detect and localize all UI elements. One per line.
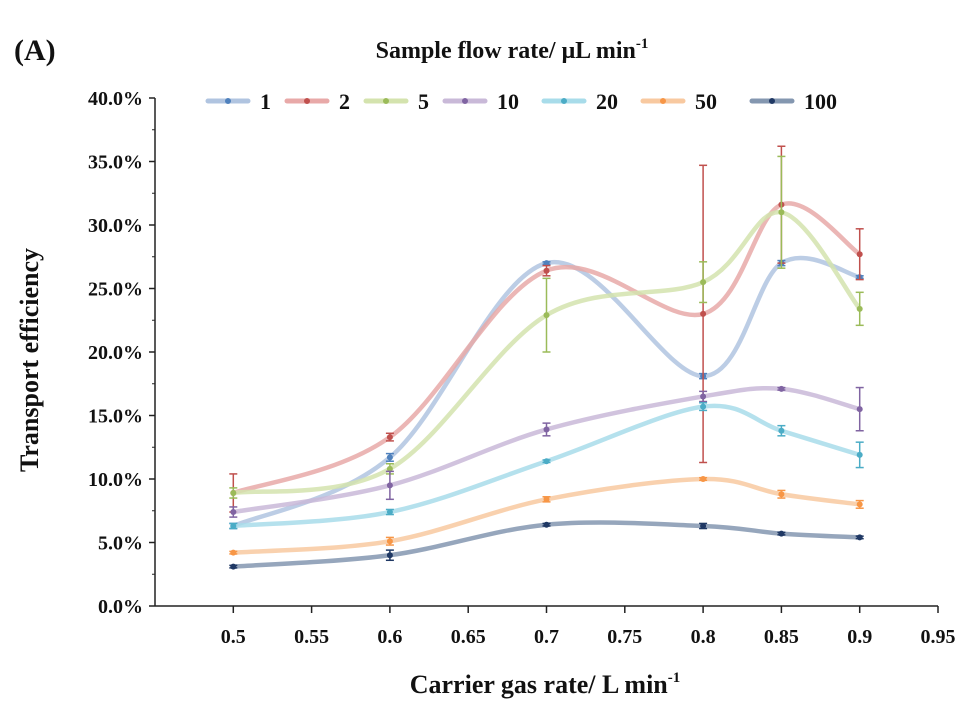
legend-swatch-marker xyxy=(225,98,231,104)
data-point xyxy=(386,482,393,489)
x-tick-label: 0.75 xyxy=(607,626,642,648)
data-point xyxy=(856,406,863,413)
data-point xyxy=(700,522,707,529)
legend-swatch-marker xyxy=(769,98,775,104)
legend-label: 10 xyxy=(497,89,519,114)
data-point xyxy=(700,476,707,482)
legend-item-2: 2 xyxy=(284,89,350,114)
x-tick-label: 0.9 xyxy=(847,626,872,648)
data-point xyxy=(856,305,863,312)
x-tick-label: 0.7 xyxy=(534,626,559,648)
x-tick-label: 0.65 xyxy=(451,626,486,648)
data-point xyxy=(778,209,785,216)
data-point xyxy=(700,279,707,286)
y-tick-label: 15.0% xyxy=(88,406,143,428)
legend-label: 5 xyxy=(418,89,429,114)
series-10 xyxy=(229,385,864,518)
x-axis-title: Carrier gas rate/ L min-1 xyxy=(410,670,681,699)
series-100 xyxy=(229,520,864,570)
x-ticks: 0.5 0.55 0.6 0.65 0.7 0.75 0.8 0.85 0.9 0.95 xyxy=(221,606,956,648)
legend-item-20: 20 xyxy=(541,89,618,114)
y-tick-label: 0.0% xyxy=(98,596,143,618)
legend: 1 2 5 10 20 50 100 xyxy=(205,89,837,114)
data-point xyxy=(856,501,863,508)
data-point xyxy=(386,552,393,559)
data-point xyxy=(230,522,237,529)
y-tick-label: 5.0% xyxy=(98,533,143,555)
data-point xyxy=(700,393,707,400)
y-tick-label: 20.0% xyxy=(88,342,143,364)
legend-item-1: 1 xyxy=(205,89,271,114)
legend-swatch-marker xyxy=(383,98,389,104)
series-line-100 xyxy=(231,520,862,569)
data-point xyxy=(543,496,550,503)
data-point xyxy=(543,458,550,465)
data-point xyxy=(543,521,550,528)
y-ticks: 0.0% 5.0% 10.0% 15.0% 20.0% 25.0% 30.0% 35.0% 40… xyxy=(88,88,155,618)
x-tick-label: 0.85 xyxy=(764,626,799,648)
data-point xyxy=(386,434,393,441)
series-5 xyxy=(229,155,864,499)
data-point xyxy=(386,538,393,545)
data-point xyxy=(778,427,785,434)
series-20 xyxy=(229,402,864,530)
x-tick-label: 0.6 xyxy=(377,626,402,648)
y-axis-title: Transport efficiency xyxy=(15,248,44,472)
legend-item-10: 10 xyxy=(442,89,519,114)
legend-label: 50 xyxy=(695,89,717,114)
legend-swatch-marker xyxy=(660,98,666,104)
legend-swatch-marker xyxy=(561,98,567,104)
legend-label: 2 xyxy=(339,89,350,114)
legend-item-100: 100 xyxy=(749,89,837,114)
data-point xyxy=(700,403,707,410)
data-point xyxy=(386,509,393,516)
legend-label: 20 xyxy=(596,89,618,114)
legend-label: 100 xyxy=(804,89,837,114)
panel-label: (A) xyxy=(14,34,56,67)
series-layer xyxy=(229,145,864,570)
data-point xyxy=(543,426,550,433)
legend-swatch-marker xyxy=(462,98,468,104)
y-tick-label: 30.0% xyxy=(88,215,143,237)
data-point xyxy=(856,251,863,258)
y-tick-label: 25.0% xyxy=(88,279,143,301)
data-point xyxy=(386,465,393,472)
legend-label: 1 xyxy=(260,89,271,114)
x-tick-label: 0.55 xyxy=(294,626,329,648)
data-point xyxy=(700,310,707,317)
y-tick-label: 10.0% xyxy=(88,469,143,491)
x-tick-label: 0.95 xyxy=(921,626,956,648)
data-point xyxy=(778,385,785,392)
x-tick-label: 0.5 xyxy=(221,626,246,648)
data-point xyxy=(856,534,863,541)
data-point xyxy=(856,451,863,458)
data-point xyxy=(543,260,550,267)
data-point xyxy=(230,489,237,496)
data-point xyxy=(230,563,237,570)
data-point xyxy=(230,549,237,556)
legend-item-5: 5 xyxy=(363,89,429,114)
legend-swatch-marker xyxy=(304,98,310,104)
data-point xyxy=(778,530,785,537)
data-point xyxy=(230,509,237,516)
data-point xyxy=(778,491,785,498)
data-point xyxy=(543,312,550,319)
legend-item-50: 50 xyxy=(640,89,717,114)
legend-title: Sample flow rate/ μL min-1 xyxy=(376,36,649,64)
series-50 xyxy=(229,476,864,556)
y-tick-label: 40.0% xyxy=(88,88,143,110)
data-point xyxy=(543,267,550,274)
x-tick-label: 0.8 xyxy=(691,626,716,648)
y-tick-label: 35.0% xyxy=(88,152,143,174)
data-point xyxy=(386,454,393,461)
